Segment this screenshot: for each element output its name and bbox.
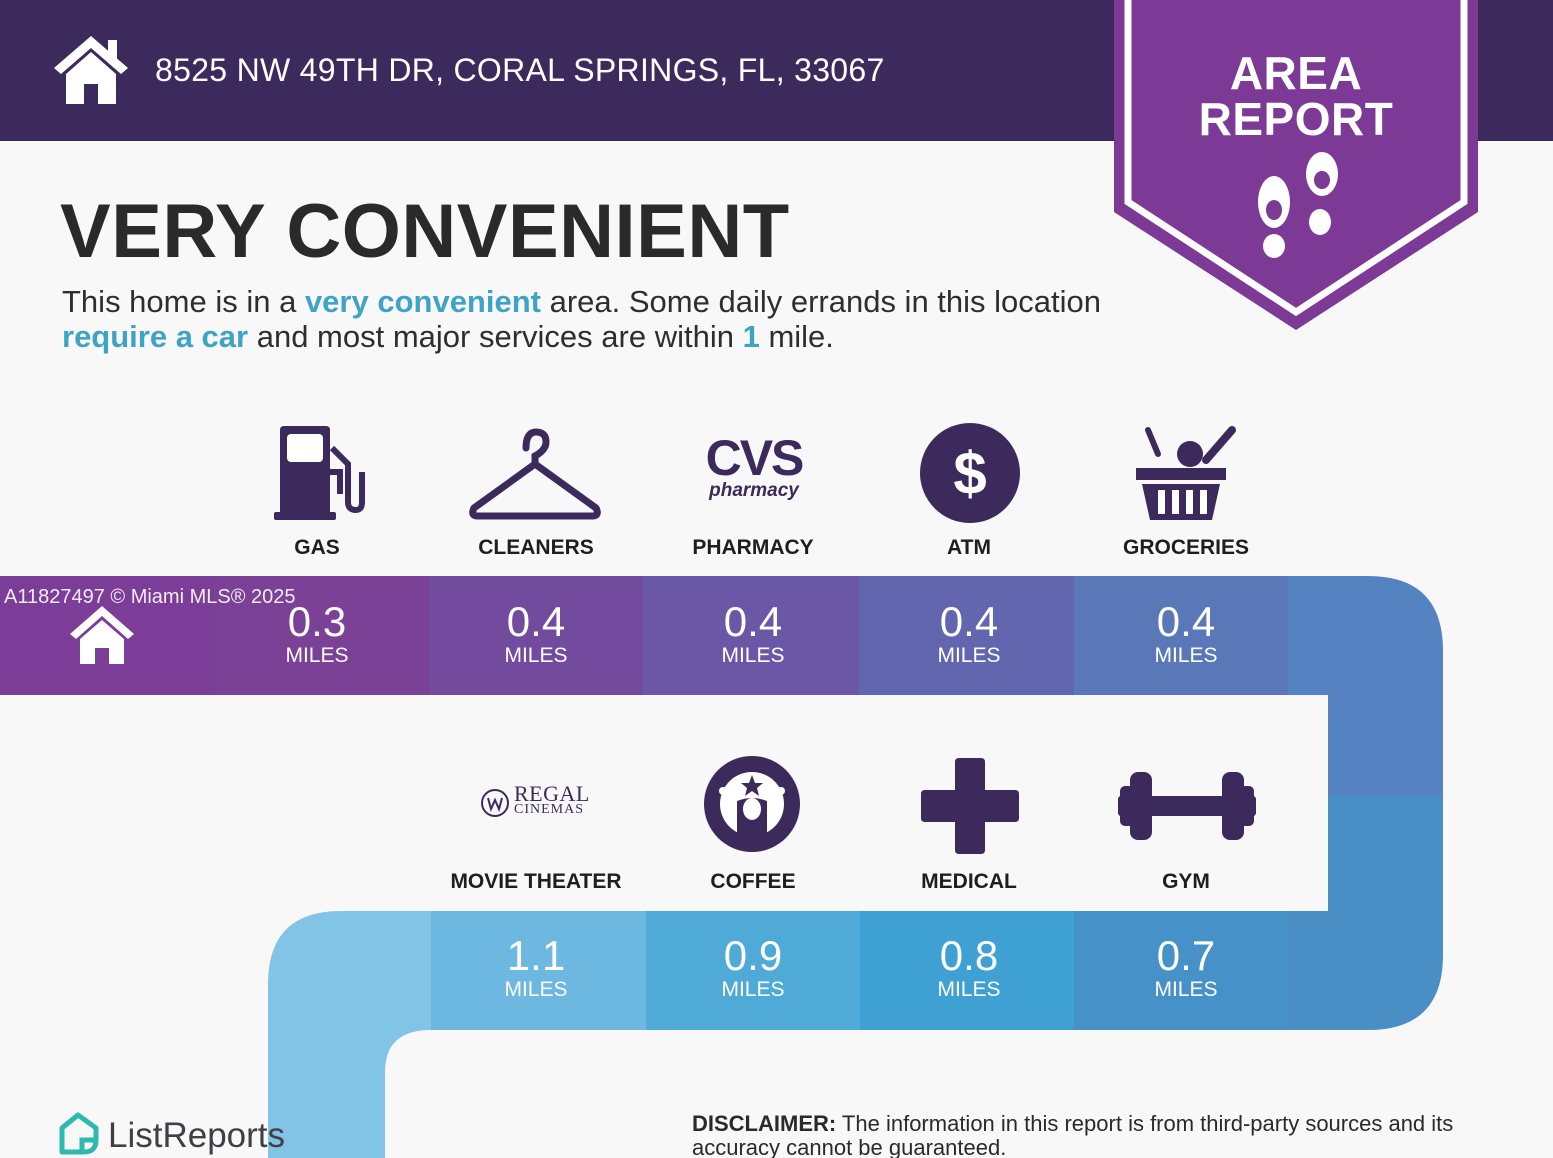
category-label-cleaners: CLEANERS: [478, 536, 594, 559]
home-marker-icon: [70, 606, 134, 664]
distance-value: 0.4: [939, 598, 999, 645]
footprints-icon: [1258, 152, 1338, 258]
distance-value: 1.1: [506, 932, 566, 979]
regal-logo-text: REGAL: [514, 781, 590, 806]
cvs-pharmacy-logo: CVS pharmacy: [692, 430, 816, 506]
category-label-atm: ATM: [947, 536, 991, 559]
distance-unit: MILES: [721, 644, 785, 667]
page-title: VERY CONVENIENT: [60, 189, 790, 274]
area-report-badge: [1114, 0, 1478, 330]
distance-gym: 0.7 MILES: [1078, 934, 1294, 1002]
pharmacy-logo-text: pharmacy: [709, 480, 799, 501]
regal-crest-icon: [481, 789, 509, 817]
disclaimer: DISCLAIMER: The information in this repo…: [692, 1112, 1522, 1158]
regal-cinemas-logo: REGAL CINEMAS: [478, 781, 596, 822]
grocery-basket-icon: [1136, 426, 1236, 520]
distance-value: 0.4: [506, 598, 566, 645]
distance-value: 0.4: [1156, 598, 1216, 645]
summary-highlight-3: 1: [742, 319, 760, 354]
cinemas-logo-text: CINEMAS: [514, 802, 585, 817]
summary-highlight-1: very convenient: [304, 284, 541, 319]
distance-unit: MILES: [937, 978, 1001, 1001]
badge-title: AREA REPORT: [1140, 50, 1452, 142]
distance-unit: MILES: [504, 978, 568, 1001]
distance-unit: MILES: [504, 644, 568, 667]
distance-atm: 0.4 MILES: [861, 600, 1077, 668]
dumbbell-icon: [1118, 772, 1256, 840]
listreports-logo-icon: [59, 1112, 99, 1155]
listreports-brand: ListReports: [108, 1116, 286, 1155]
distance-unit: MILES: [721, 978, 785, 1001]
mls-watermark: A11827497 © Miami MLS® 2025: [4, 586, 296, 608]
distance-value: 0.9: [723, 932, 783, 979]
hanger-icon: [469, 428, 601, 520]
category-label-coffee: COFFEE: [710, 870, 796, 893]
category-label-gas: GAS: [294, 536, 340, 559]
summary-part-3: and most major services are within: [248, 319, 743, 354]
category-label-gym: GYM: [1162, 870, 1210, 893]
summary-text: This home is in a very convenient area. …: [62, 284, 1102, 354]
distance-value: 0.4: [723, 598, 783, 645]
summary-part-2: area. Some daily errands in this locatio…: [540, 284, 1101, 319]
distance-value: 0.3: [287, 598, 347, 645]
distance-unit: MILES: [937, 644, 1001, 667]
distance-groceries: 0.4 MILES: [1078, 600, 1294, 668]
summary-part-4: mile.: [759, 319, 834, 354]
category-label-movie-theater: MOVIE THEATER: [450, 870, 622, 893]
svg-text:$: $: [953, 440, 986, 507]
category-label-medical: MEDICAL: [921, 870, 1017, 893]
summary-part-1: This home is in a: [62, 284, 305, 319]
distance-unit: MILES: [1154, 644, 1218, 667]
distance-coffee: 0.9 MILES: [645, 934, 861, 1002]
distance-value: 0.7: [1156, 932, 1216, 979]
category-label-pharmacy: PHARMACY: [692, 536, 814, 559]
distance-gas: 0.3 MILES: [209, 600, 425, 668]
disclaimer-label: DISCLAIMER:: [692, 1111, 837, 1136]
disclaimer-text: The information in this report is from t…: [692, 1111, 1454, 1158]
summary-highlight-2: require a car: [62, 319, 249, 354]
distance-value: 0.8: [939, 932, 999, 979]
distance-unit: MILES: [1154, 978, 1218, 1001]
distance-medical: 0.8 MILES: [861, 934, 1077, 1002]
starbucks-logo: [704, 756, 800, 852]
distance-unit: MILES: [285, 644, 349, 667]
property-address: 8525 NW 49TH DR, CORAL SPRINGS, FL, 3306…: [155, 52, 885, 88]
gas-pump-icon: [274, 426, 365, 520]
distance-movie-theater: 1.1 MILES: [428, 934, 644, 1002]
dollar-coin-icon: $: [920, 423, 1020, 523]
distance-cleaners: 0.4 MILES: [428, 600, 644, 668]
badge-line-2: REPORT: [1198, 93, 1394, 145]
badge-line-1: AREA: [1229, 47, 1363, 99]
distance-pharmacy: 0.4 MILES: [645, 600, 861, 668]
medical-cross-icon: [921, 758, 1019, 854]
cvs-logo-text: CVS: [705, 430, 805, 486]
category-label-groceries: GROCERIES: [1122, 536, 1250, 559]
house-icon: [54, 36, 128, 104]
